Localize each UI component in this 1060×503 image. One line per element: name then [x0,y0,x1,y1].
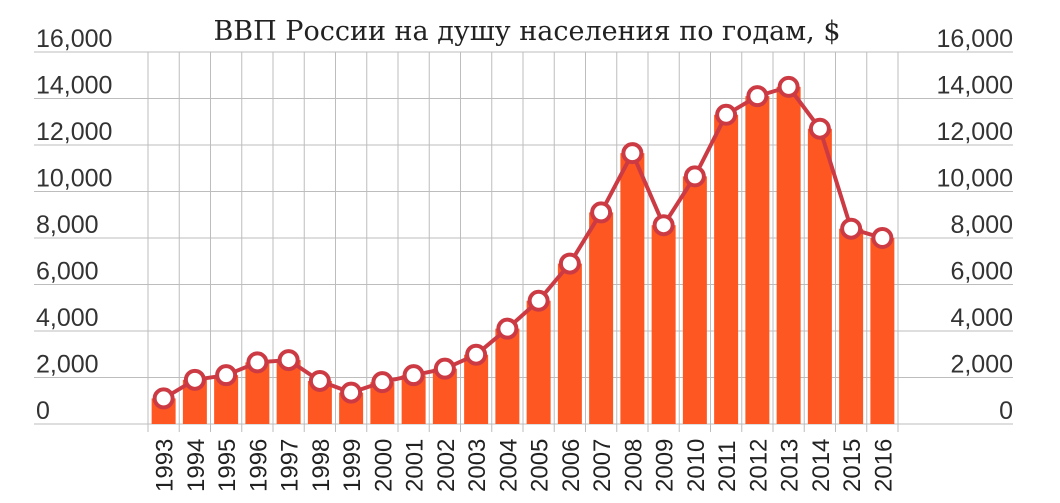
bar-2012 [745,96,770,425]
x-tick-2016: 2016 [870,439,897,492]
point-2012 [746,85,769,108]
point-2000 [371,371,394,394]
bars-layer [151,86,895,425]
x-tick-2001: 2001 [402,439,429,492]
point-2015 [840,217,863,240]
bar-2004 [495,328,520,424]
point-2016 [871,227,894,249]
point-2002 [433,357,456,380]
x-axis: 1993 1994 1995 1996 1997 1998 1999 2000 2001 2002… [152,439,898,492]
bar-2013 [776,86,801,424]
point-2007 [590,201,613,224]
x-tick-2009: 2009 [652,439,679,492]
x-tick-1996: 1996 [245,439,272,492]
x-tick-1998: 1998 [308,439,335,492]
y-tick-right-8000: 8,000 [950,211,1013,239]
x-tick-1995: 1995 [214,439,241,492]
bar-2005 [526,300,551,424]
bar-2014 [807,128,832,424]
point-1999 [340,381,363,404]
y-tick-left-4000: 4,000 [36,304,99,332]
bar-2016 [870,238,895,424]
y-axis-left: 0 2,000 4,000 6,000 8,000 10,000 12,000 14,000 1… [36,25,112,425]
x-tick-2014: 2014 [808,439,835,492]
bar-2006 [557,263,582,424]
x-tick-2010: 2010 [683,439,710,492]
point-1998 [308,369,331,392]
x-tick-2008: 2008 [620,439,647,492]
y-tick-left-0: 0 [36,397,50,425]
point-1993 [152,387,175,410]
x-tick-2002: 2002 [433,439,460,492]
point-2010 [683,165,706,188]
y-tick-right-16000: 16,000 [937,25,1013,53]
grid-layer [34,51,1013,432]
x-tick-2000: 2000 [370,439,397,492]
point-2009 [652,214,675,237]
bar-2011 [714,114,739,425]
y-tick-right-0: 0 [999,397,1013,425]
point-2004 [496,317,519,340]
x-tick-2015: 2015 [839,439,866,492]
point-2005 [527,289,550,312]
x-tick-1997: 1997 [277,439,304,492]
y-tick-left-6000: 6,000 [36,258,99,286]
x-tick-2004: 2004 [495,439,522,492]
x-tick-1999: 1999 [339,439,366,492]
x-tick-2003: 2003 [464,439,491,492]
bar-2008 [620,153,645,424]
y-tick-left-12000: 12,000 [36,118,112,146]
x-tick-2007: 2007 [589,439,616,492]
y-tick-left-16000: 16,000 [36,25,112,53]
point-2014 [808,117,831,140]
point-2003 [465,343,488,366]
bar-2010 [682,176,707,424]
y-tick-right-6000: 6,000 [950,258,1013,286]
y-tick-right-4000: 4,000 [950,304,1013,332]
point-2008 [621,142,644,165]
point-1995 [215,364,238,387]
y-tick-right-12000: 12,000 [937,118,1013,146]
bar-2015 [839,228,864,424]
point-1994 [183,368,206,391]
y-axis-right: 0 2,000 4,000 6,000 8,000 10,000 12,000 14,000 1… [937,25,1013,425]
x-tick-2011: 2011 [714,440,741,492]
point-1997 [277,349,300,372]
y-tick-left-8000: 8,000 [36,211,99,239]
x-tick-2006: 2006 [558,439,585,492]
point-2001 [402,364,425,387]
y-tick-left-14000: 14,000 [36,72,112,100]
bar-2009 [651,225,676,424]
point-2013 [777,75,800,98]
y-tick-left-10000: 10,000 [36,165,112,193]
x-tick-1993: 1993 [152,439,179,492]
x-tick-1994: 1994 [183,439,210,492]
x-tick-2013: 2013 [777,439,804,492]
y-tick-right-2000: 2,000 [950,351,1013,379]
bar-2007 [589,212,614,424]
point-2011 [715,103,738,126]
point-2006 [558,252,581,275]
y-tick-right-14000: 14,000 [937,72,1013,100]
markers-layer [152,75,894,410]
y-tick-left-2000: 2,000 [36,351,99,379]
bar-2003 [464,354,489,424]
x-tick-2012: 2012 [745,439,772,492]
y-tick-right-10000: 10,000 [937,165,1013,193]
x-tick-2005: 2005 [527,439,554,492]
point-1996 [246,351,269,374]
chart-title: ВВП России на душу населения по годам, $ [213,16,840,47]
